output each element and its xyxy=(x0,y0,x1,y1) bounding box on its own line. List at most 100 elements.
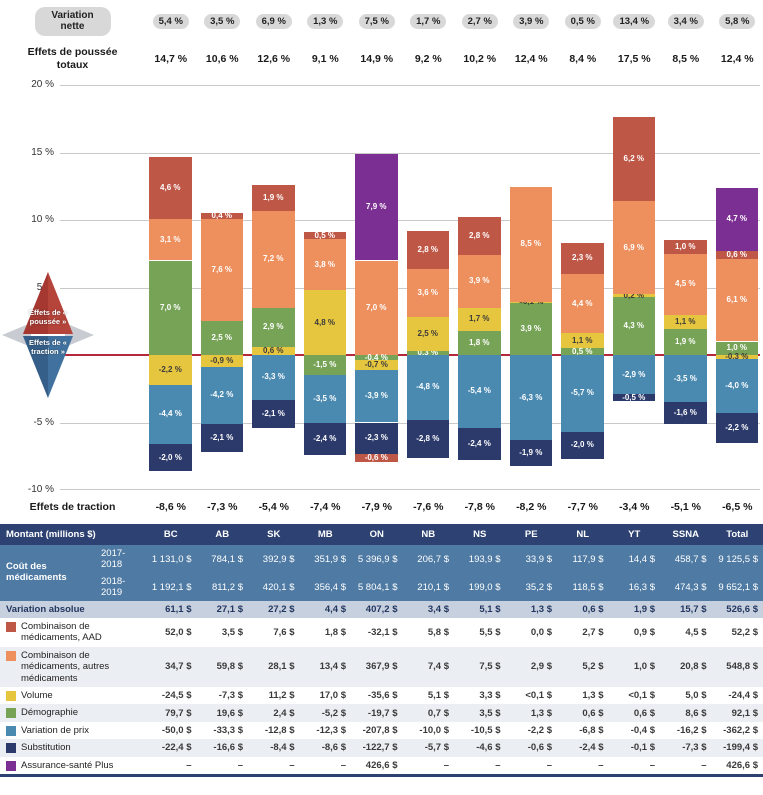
push-total-value: 12,4 % xyxy=(720,53,754,65)
push-total-value: 17,5 % xyxy=(617,53,651,65)
value-column: 9,1 % xyxy=(300,53,352,65)
bar-segment-yellow: 0,6 % xyxy=(252,346,295,355)
bar-segment-green: 2,9 % xyxy=(252,307,295,347)
bar-segment-orange: 7,6 % xyxy=(200,218,243,322)
segment-value-label: <0,1 % xyxy=(518,297,544,307)
plot-area: 7,0 % 3,1 % 4,6 % -2,2 % -4,4 % -2,0 % 2,5 % 7,… xyxy=(60,85,760,490)
table-value-cell: 34,7 $ xyxy=(145,646,197,687)
table-value-cell: -10,5 $ xyxy=(454,721,506,740)
bar-segment-green: 2,5 % xyxy=(200,321,243,355)
bar-segment-yellow: -0,3 % xyxy=(715,353,758,361)
segment-value-label: -2,9 % xyxy=(622,369,646,379)
table-value-cell: 0,6 $ xyxy=(608,704,660,722)
table-value-cell: 20,8 $ xyxy=(660,646,712,687)
legend-swatch-yellow-icon xyxy=(6,690,16,701)
value-column: 5,8 % xyxy=(712,13,763,29)
table-value-cell: – xyxy=(505,756,557,776)
segment-value-label: 2,8 % xyxy=(417,244,438,254)
table-value-cell: 548,8 $ xyxy=(711,646,763,687)
table-value-cell: <0,1 $ xyxy=(608,686,660,705)
bar-segment-blue: -6,3 % xyxy=(509,355,552,441)
variation-absolue-label: Variation absolue xyxy=(0,601,145,618)
bar-segment-red: 2,3 % xyxy=(561,242,604,274)
net-variation-value: 0,5 % xyxy=(564,13,601,29)
bar-segment-yellow: 4,8 % xyxy=(303,290,346,355)
segment-value-label: -2,1 % xyxy=(210,433,234,443)
table-value-cell: – xyxy=(145,756,197,776)
segment-value-label: -0,3 % xyxy=(725,352,749,362)
table-value-cell: 458,7 $ xyxy=(660,545,712,573)
y-axis-tick: 15 % xyxy=(31,146,54,158)
segment-value-label: 2,5 % xyxy=(211,333,232,343)
segment-value-label: 1,0 % xyxy=(726,343,747,353)
segment-value-label: -5,4 % xyxy=(467,386,491,396)
bar-segment-yellow: <0,1 % xyxy=(509,298,552,306)
table-value-cell: 5 804,1 $ xyxy=(351,573,403,601)
table-value-cell: 27,2 $ xyxy=(248,601,300,618)
value-column: -6,5 % xyxy=(712,501,763,513)
legend-swatch-red-icon xyxy=(6,622,16,632)
table-value-cell: -19,7 $ xyxy=(351,704,403,722)
bar-segment-green: 4,3 % xyxy=(612,296,655,355)
table-value-cell: – xyxy=(454,756,506,776)
push-total-gutter: Effets de poussée totaux xyxy=(0,46,145,71)
table-value-cell: 92,1 $ xyxy=(711,704,763,722)
value-column: 2,7 % xyxy=(454,13,506,29)
bar-segment-yellow: 1,7 % xyxy=(458,307,501,331)
value-column: -8,6 % xyxy=(145,501,197,513)
net-variation-row: Variation nette 5,4 % 3,5 % 6,9 % 1,3 % 7,5 … xyxy=(0,6,763,36)
legend-swatch-blue-icon xyxy=(6,725,16,736)
value-column: -7,7 % xyxy=(557,501,609,513)
table-value-cell: -4,6 $ xyxy=(454,739,506,757)
segment-value-label: 0,6 % xyxy=(263,345,284,355)
bar-segment-navy: -2,3 % xyxy=(355,422,398,454)
legend-label: Variation de prix xyxy=(21,724,89,736)
gridline xyxy=(60,489,760,490)
bar-segment-red: 2,8 % xyxy=(458,217,501,256)
segment-value-label: 3,6 % xyxy=(417,287,438,297)
table-value-cell: 4,5 $ xyxy=(660,618,712,647)
table-value-cell: -33,3 $ xyxy=(196,721,248,740)
y-axis-tick: -10 % xyxy=(27,484,54,495)
table-value-cell: -22,4 $ xyxy=(145,739,197,757)
table-value-cell: 61,1 $ xyxy=(145,601,197,618)
table-value-cell: – xyxy=(402,756,454,776)
segment-value-label: -0,7 % xyxy=(364,360,388,370)
table-value-cell: 17,0 $ xyxy=(299,686,351,705)
table-value-cell: 2,4 $ xyxy=(248,704,300,722)
table-value-cell: 5,0 $ xyxy=(660,686,712,705)
table-value-cell: – xyxy=(299,756,351,776)
bars-container: 7,0 % 3,1 % 4,6 % -2,2 % -4,4 % -2,0 % 2,5 % 7,… xyxy=(145,85,763,490)
table-value-cell: 0,7 $ xyxy=(402,704,454,722)
net-variation-value: 13,4 % xyxy=(613,13,656,29)
net-variation-value: 5,8 % xyxy=(719,13,756,29)
table-value-cell: 52,0 $ xyxy=(145,618,197,647)
y-axis-tick: 20 % xyxy=(31,79,54,90)
value-column: 12,4 % xyxy=(712,53,763,65)
net-variation-value: 5,4 % xyxy=(152,13,189,29)
bar-segment-orange: 3,6 % xyxy=(406,268,449,318)
bar-segment-orange: 3,8 % xyxy=(303,238,346,291)
legend-label: Volume xyxy=(21,689,53,701)
segment-value-label: 1,9 % xyxy=(675,337,696,347)
net-variation-value: 2,7 % xyxy=(461,13,498,29)
top-value-rows: Variation nette 5,4 % 3,5 % 6,9 % 1,3 % 7,5 … xyxy=(0,0,763,78)
push-total-label: Effets de poussée totaux xyxy=(27,46,118,71)
table-value-cell: -0,1 $ xyxy=(608,739,660,757)
segment-value-label: 1,8 % xyxy=(469,337,490,347)
segment-value-label: 0,5 % xyxy=(314,230,335,240)
segment-value-label: -5,7 % xyxy=(570,388,594,398)
bar-NB: 0,3 % 2,5 % 3,6 % 2,8 % -4,8 % -2,8 % xyxy=(403,85,455,490)
value-column: 9,2 % xyxy=(403,53,455,65)
traction-total-value: -7,3 % xyxy=(207,501,238,513)
gridline xyxy=(60,85,760,86)
traction-total-value: -5,1 % xyxy=(670,501,701,513)
legend-label: Démographie xyxy=(21,707,79,719)
table-value-cell: 526,6 $ xyxy=(711,601,763,618)
table-value-cell: 2,9 $ xyxy=(505,646,557,687)
segment-value-label: 2,8 % xyxy=(469,231,490,241)
bar-segment-navy: -1,6 % xyxy=(664,402,707,424)
year-label: 2018-2019 xyxy=(96,573,145,601)
table-value-cell: 27,1 $ xyxy=(196,601,248,618)
